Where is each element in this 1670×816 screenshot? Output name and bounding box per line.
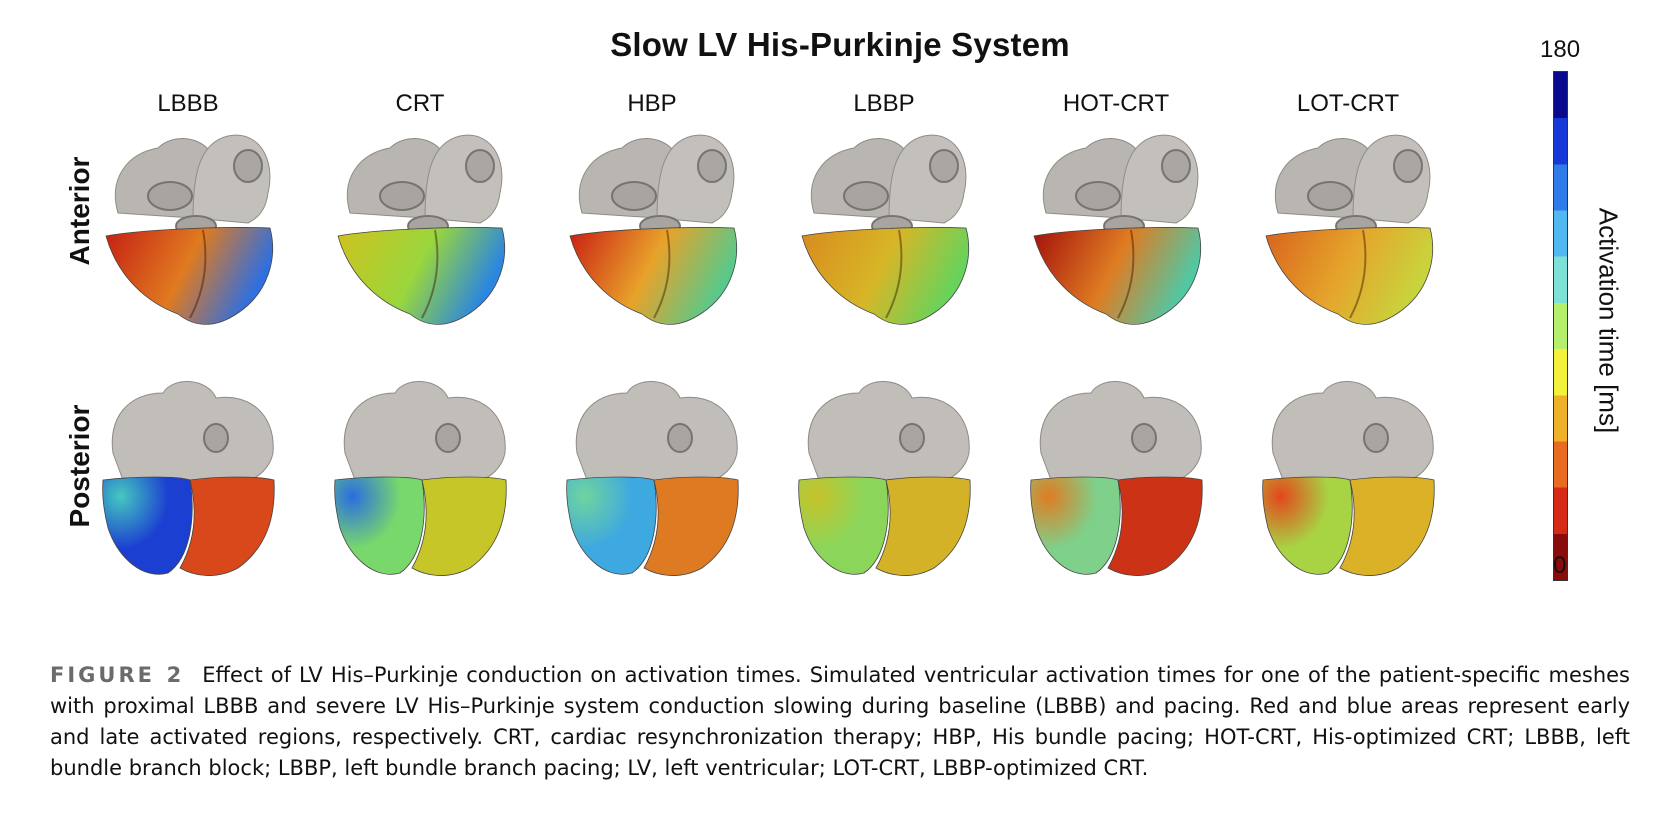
heart-anterior-crt: [330, 118, 510, 328]
heart-posterior-crt: [330, 368, 510, 578]
septal-groove: [189, 229, 207, 319]
posterior-atria: [1039, 381, 1202, 481]
pulmonary-vein: [435, 423, 461, 453]
posterior-atria: [807, 381, 970, 481]
posterior-atria: [343, 381, 506, 481]
valve-ring-1: [147, 181, 193, 211]
valve-ring-3: [1393, 149, 1423, 183]
heart-posterior-lbbp: [794, 368, 974, 578]
valve-ring-1: [843, 181, 889, 211]
ventricles-anterior: [1033, 227, 1201, 325]
figure-caption: FIGURE 2 Effect of LV His–Purkinje conduc…: [50, 660, 1630, 784]
heart-anterior-hot-crt: [1026, 118, 1206, 328]
posterior-rv: [875, 476, 971, 576]
posterior-rv: [1339, 476, 1435, 576]
posterior-rv: [179, 476, 275, 576]
heart-posterior-hot-crt: [1026, 368, 1206, 578]
heart-anterior-lbbp: [794, 118, 974, 328]
colorbar: [1553, 71, 1568, 581]
row-label-anterior: Anterior: [64, 156, 95, 266]
posterior-lv: [798, 476, 889, 575]
heart-anterior-hbp: [562, 118, 742, 328]
septal-groove: [885, 229, 903, 319]
column-label-hbp: HBP: [627, 90, 677, 117]
valve-ring-3: [465, 149, 495, 183]
ventricles-anterior: [1265, 227, 1433, 325]
posterior-lv: [566, 476, 657, 575]
posterior-lv: [1030, 476, 1121, 575]
heart-posterior-lot-crt: [1258, 368, 1438, 578]
heart-anterior-lot-crt: [1258, 118, 1438, 328]
septal-groove: [421, 229, 439, 319]
figure-title: Slow LV His-Purkinje System: [610, 26, 1070, 63]
heart-posterior-hbp: [562, 368, 742, 578]
valve-ring-1: [611, 181, 657, 211]
posterior-lv: [1262, 476, 1353, 575]
valve-ring-3: [233, 149, 263, 183]
ventricles-anterior: [337, 227, 505, 325]
colorbar-min-label: 0: [1553, 552, 1567, 579]
septal-groove: [1117, 229, 1135, 319]
pulmonary-vein: [899, 423, 925, 453]
row-label-posterior: Posterior: [64, 404, 95, 528]
ventricles-anterior: [801, 227, 969, 325]
posterior-lv: [102, 476, 193, 575]
column-label-lbbb: LBBB: [157, 90, 219, 117]
column-label-lot-crt: LOT-CRT: [1296, 90, 1400, 117]
valve-ring-3: [1161, 149, 1191, 183]
septal-groove: [653, 229, 671, 319]
posterior-lv: [334, 476, 425, 575]
column-label-crt: CRT: [395, 90, 445, 117]
posterior-rv: [411, 476, 507, 576]
valve-ring-1: [379, 181, 425, 211]
pulmonary-vein: [667, 423, 693, 453]
caption-text: Effect of LV His–Purkinje conduction on …: [50, 663, 1631, 780]
pulmonary-vein: [203, 423, 229, 453]
posterior-rv: [1107, 476, 1203, 576]
column-label-hot-crt: HOT-CRT: [1062, 90, 1170, 117]
septal-groove: [1349, 229, 1367, 319]
posterior-atria: [1271, 381, 1434, 481]
pulmonary-vein: [1363, 423, 1389, 453]
valve-ring-3: [697, 149, 727, 183]
valve-ring-1: [1075, 181, 1121, 211]
colorbar-title: Activation time [ms]: [1593, 207, 1624, 434]
posterior-atria: [111, 381, 274, 481]
heart-anterior-lbbb: [98, 118, 278, 328]
figure-number: FIGURE 2: [50, 663, 185, 687]
ventricles-anterior: [105, 227, 273, 325]
colorbar-max-label: 180: [1540, 36, 1581, 63]
valve-ring-3: [929, 149, 959, 183]
pulmonary-vein: [1131, 423, 1157, 453]
column-label-lbbp: LBBP: [853, 90, 915, 117]
posterior-atria: [575, 381, 738, 481]
ventricles-anterior: [569, 227, 737, 325]
valve-ring-1: [1307, 181, 1353, 211]
posterior-rv: [643, 476, 739, 576]
heart-posterior-lbbb: [98, 368, 278, 578]
